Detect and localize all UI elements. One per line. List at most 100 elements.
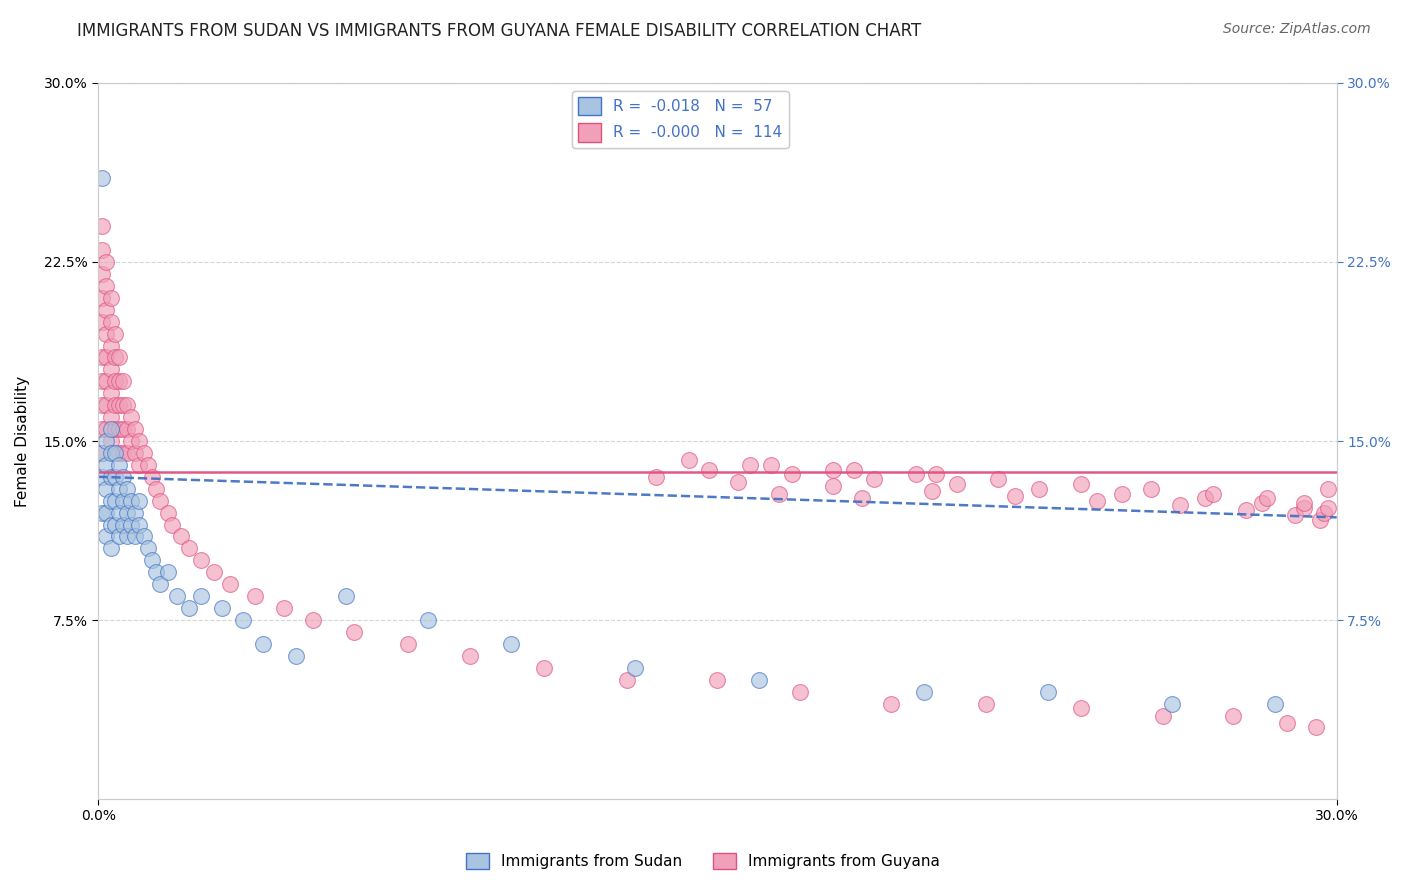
Point	[100, 291, 122, 305]
Point	[108, 351, 131, 365]
Y-axis label: Female Disability: Female Disability	[15, 376, 30, 507]
Point	[111, 470, 134, 484]
Point	[120, 410, 142, 425]
Point	[706, 673, 728, 687]
Point	[974, 697, 997, 711]
Point	[727, 475, 749, 489]
Point	[91, 219, 114, 234]
Point	[91, 171, 114, 186]
Point	[1256, 491, 1278, 506]
Point	[91, 351, 114, 365]
Point	[91, 267, 114, 281]
Point	[104, 422, 127, 436]
Point	[1202, 486, 1225, 500]
Point	[768, 486, 790, 500]
Point	[149, 493, 172, 508]
Point	[104, 517, 127, 532]
Point	[115, 446, 138, 460]
Point	[108, 529, 131, 543]
Point	[96, 278, 118, 293]
Point	[91, 506, 114, 520]
Point	[100, 493, 122, 508]
Point	[1317, 500, 1340, 515]
Point	[111, 422, 134, 436]
Point	[104, 398, 127, 412]
Point	[162, 517, 184, 532]
Text: IMMIGRANTS FROM SUDAN VS IMMIGRANTS FROM GUYANA FEMALE DISABILITY CORRELATION CH: IMMIGRANTS FROM SUDAN VS IMMIGRANTS FROM…	[77, 22, 921, 40]
Point	[458, 648, 481, 663]
Point	[190, 589, 212, 603]
Legend: R =  -0.018   N =  57, R =  -0.000   N =  114: R = -0.018 N = 57, R = -0.000 N = 114	[572, 91, 789, 148]
Point	[96, 326, 118, 341]
Point	[748, 673, 770, 687]
Point	[96, 255, 118, 269]
Point	[96, 351, 118, 365]
Point	[96, 434, 118, 448]
Point	[190, 553, 212, 567]
Point	[91, 243, 114, 257]
Point	[880, 697, 903, 711]
Point	[111, 517, 134, 532]
Point	[124, 446, 146, 460]
Point	[335, 589, 357, 603]
Point	[108, 482, 131, 496]
Point	[1222, 708, 1244, 723]
Point	[91, 470, 114, 484]
Point	[1070, 477, 1092, 491]
Point	[219, 577, 242, 591]
Point	[115, 506, 138, 520]
Point	[100, 410, 122, 425]
Point	[91, 422, 114, 436]
Point	[1160, 697, 1182, 711]
Point	[644, 470, 666, 484]
Point	[132, 529, 155, 543]
Point	[166, 589, 188, 603]
Point	[1251, 496, 1274, 510]
Point	[141, 553, 163, 567]
Point	[111, 398, 134, 412]
Point	[100, 338, 122, 352]
Point	[1309, 513, 1331, 527]
Point	[111, 446, 134, 460]
Point	[100, 446, 122, 460]
Point	[1036, 684, 1059, 698]
Point	[91, 446, 114, 460]
Point	[1264, 697, 1286, 711]
Point	[302, 613, 325, 627]
Point	[124, 422, 146, 436]
Point	[1292, 496, 1315, 510]
Point	[740, 458, 762, 472]
Point	[418, 613, 440, 627]
Point	[91, 446, 114, 460]
Point	[1028, 482, 1050, 496]
Point	[96, 422, 118, 436]
Point	[925, 467, 948, 482]
Point	[96, 458, 118, 472]
Point	[1313, 506, 1336, 520]
Point	[128, 458, 150, 472]
Point	[243, 589, 266, 603]
Point	[780, 467, 803, 482]
Point	[170, 529, 193, 543]
Point	[132, 446, 155, 460]
Point	[100, 386, 122, 401]
Point	[789, 684, 811, 698]
Point	[136, 541, 159, 556]
Point	[104, 374, 127, 388]
Point	[91, 374, 114, 388]
Point	[91, 315, 114, 329]
Point	[232, 613, 254, 627]
Point	[120, 493, 142, 508]
Point	[149, 577, 172, 591]
Point	[115, 482, 138, 496]
Point	[104, 446, 127, 460]
Point	[177, 541, 200, 556]
Point	[100, 422, 122, 436]
Point	[100, 541, 122, 556]
Point	[108, 446, 131, 460]
Point	[96, 482, 118, 496]
Point	[115, 398, 138, 412]
Point	[100, 470, 122, 484]
Point	[96, 302, 118, 317]
Point	[108, 458, 131, 472]
